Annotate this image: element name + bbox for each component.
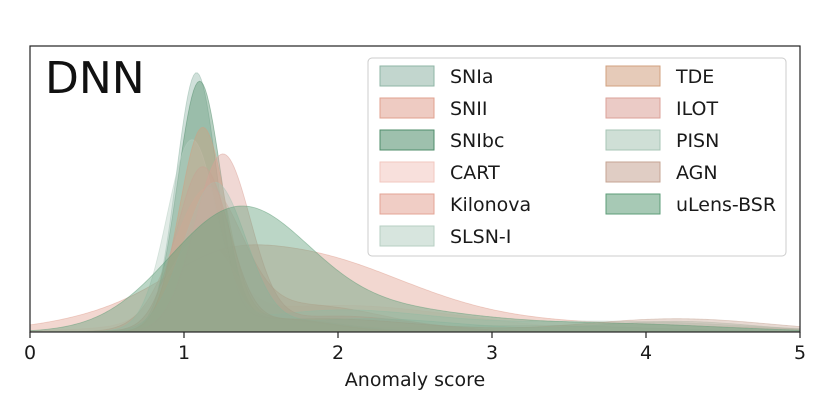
legend-swatch-slsn-i	[379, 225, 435, 247]
legend-label-ilot: ILOT	[676, 98, 718, 120]
legend-label-cart: CART	[450, 162, 500, 184]
x-tick-label-3: 3	[486, 342, 498, 364]
x-axis-label: Anomaly score	[345, 369, 485, 391]
legend-swatch-agn	[605, 161, 661, 183]
x-tick-label-2: 2	[332, 342, 344, 364]
legend-label-agn: AGN	[676, 162, 718, 184]
x-tick-label-0: 0	[24, 342, 36, 364]
x-axis: 0 1 2 3 4 5	[24, 332, 806, 364]
legend-label-snia: SNIa	[450, 66, 494, 88]
density-slsn-i	[30, 139, 800, 332]
density-curves	[30, 72, 800, 332]
legend-swatch-tde	[605, 65, 661, 87]
legend-label-pisn: PISN	[676, 130, 719, 152]
panel-title: DNN	[45, 53, 145, 104]
legend-label-snii: SNII	[450, 98, 487, 120]
legend-swatch-snibc	[379, 129, 435, 151]
plot-frame	[29, 45, 801, 333]
legend-swatch-ilot	[605, 97, 661, 119]
density-agn	[30, 166, 800, 332]
density-cart	[30, 237, 800, 332]
x-tick-label-5: 5	[794, 342, 806, 364]
legend-box	[367, 57, 787, 257]
x-tick-label-4: 4	[640, 342, 652, 364]
legend-label-kilonova: Kilonova	[450, 194, 531, 216]
legend-swatch-kilonova	[379, 193, 435, 215]
legend-label-slsn-i: SLSN-I	[450, 226, 511, 248]
legend-swatch-cart	[379, 161, 435, 183]
density-ulens-bsr	[30, 205, 800, 332]
density-ilot	[30, 153, 800, 332]
density-snibc	[30, 80, 800, 332]
legend-swatch-snia	[379, 65, 435, 87]
legend: SNIa SNII SNIbc CART Kilonova SLSN-I TDE ILOT PI…	[367, 57, 787, 257]
legend-label-ulens-bsr: uLens-BSR	[676, 194, 776, 216]
legend-swatch-pisn	[605, 129, 661, 151]
legend-swatch-ulens-bsr	[605, 193, 661, 215]
legend-swatch-snii	[379, 97, 435, 119]
density-snia	[30, 72, 800, 332]
legend-label-snibc: SNIbc	[450, 130, 504, 152]
x-tick-label-1: 1	[178, 342, 190, 364]
legend-label-tde: TDE	[675, 66, 714, 88]
density-pisn	[30, 181, 800, 332]
